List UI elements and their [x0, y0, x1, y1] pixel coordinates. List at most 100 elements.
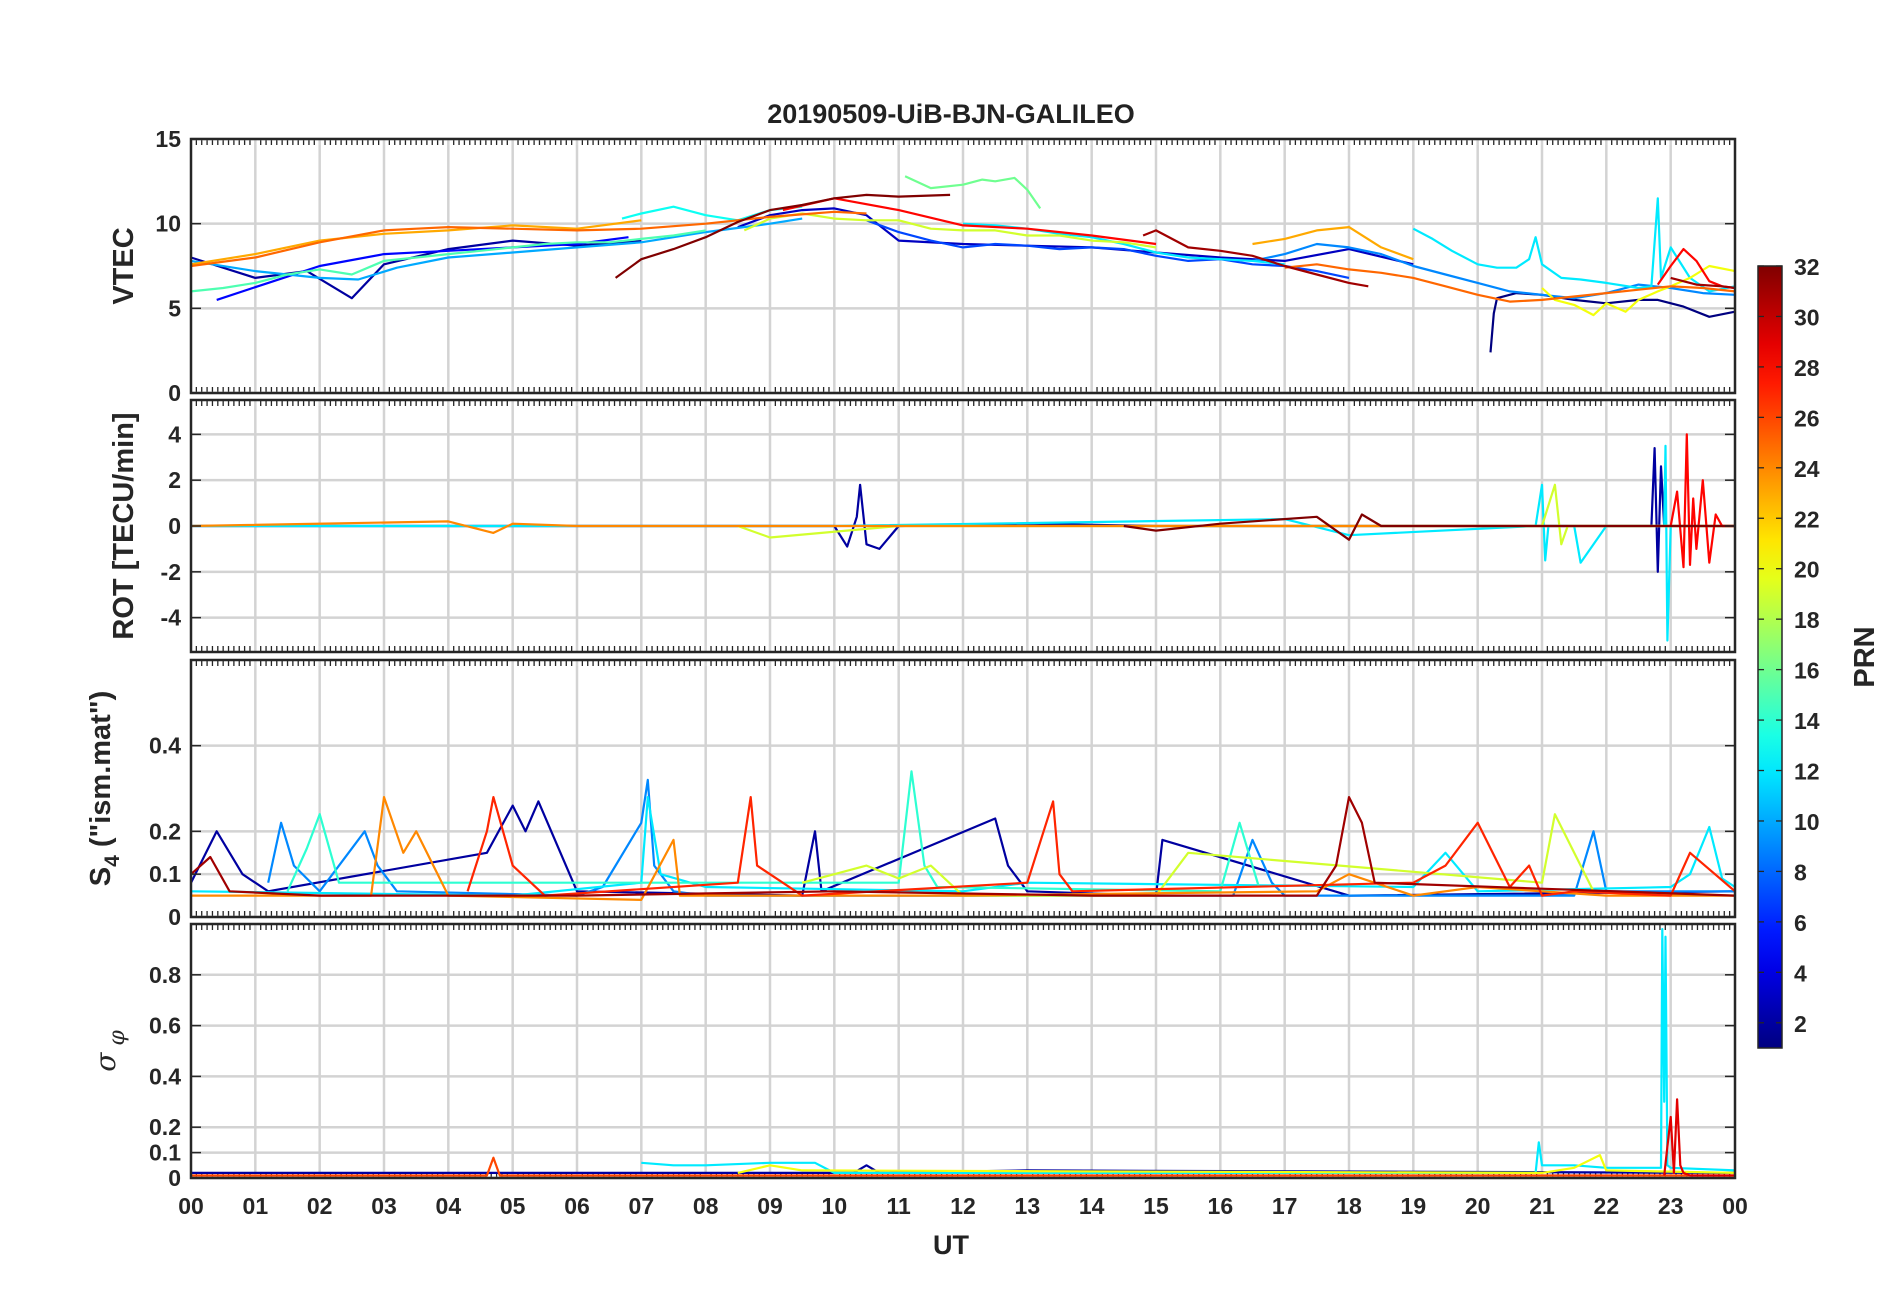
x-axis-label: UT	[933, 1230, 969, 1260]
x-tick-label: 04	[436, 1193, 462, 1219]
series-line-prn-20-2	[737, 1153, 1736, 1175]
y-tick-label: 0.4	[149, 733, 181, 759]
series-line-prn-31-22	[1670, 276, 1736, 290]
colorbar-label: PRN	[1849, 626, 1881, 687]
colorbar-tick-label: 6	[1794, 910, 1807, 936]
series-line-prn-27-6	[466, 795, 1736, 897]
colorbar-tick-label: 16	[1794, 658, 1820, 684]
x-tick-label: 06	[564, 1193, 590, 1219]
x-tick-label: 14	[1079, 1193, 1105, 1219]
colorbar-tick-label: 22	[1794, 506, 1820, 532]
panel-sigma_phi: 00.10.2 0.4 0.6 0.8 σ φ 00 01 02 03 04 05 06 07 08 09 1…	[89, 922, 1748, 1219]
series-line-prn-20-13	[1541, 264, 1736, 317]
x-tick-label: 07	[629, 1193, 655, 1219]
series-line-prn-23-15	[1252, 226, 1414, 261]
y-tick-label: 0.8	[149, 962, 181, 988]
series-line-prn-12-1	[641, 927, 1736, 1175]
colorbar-tick-label: 32	[1794, 254, 1820, 280]
series-line-prn-26-3	[191, 1156, 1735, 1177]
series-line-prn-5-1	[216, 236, 629, 301]
series-line-prn-32-5	[1123, 513, 1735, 541]
y-tick-label: 4	[168, 421, 181, 447]
x-tick-label: 10	[822, 1193, 848, 1219]
colorbar-tick-label: 18	[1794, 607, 1820, 633]
x-tick-label: 05	[500, 1193, 526, 1219]
series-line-prn-23-14	[190, 219, 642, 266]
x-tick-label: 16	[1208, 1193, 1234, 1219]
y-axis-ticks: 0 0.1 0.2 0.4	[149, 733, 1735, 930]
series-line-prn-16-11	[904, 175, 1042, 210]
colorbar-tick-label: 14	[1794, 708, 1820, 734]
colorbar-gradient	[1758, 266, 1782, 1048]
colorbar-tick-label: 10	[1794, 809, 1820, 835]
colorbar-tick-label: 8	[1794, 859, 1807, 885]
x-tick-label: 02	[307, 1193, 333, 1219]
y-tick-label: 0.6	[149, 1013, 181, 1039]
series-line-prn-31-21	[1142, 229, 1369, 288]
x-tick-label: 13	[1015, 1193, 1041, 1219]
y-axis-label: VTEC	[108, 227, 140, 304]
x-tick-label: 00	[1722, 1193, 1748, 1219]
series-line-prn-25-16	[190, 210, 867, 268]
plot-frame	[189, 922, 1737, 1180]
colorbar-tick-label: 30	[1794, 304, 1820, 330]
x-tick-label: 08	[693, 1193, 719, 1219]
y-axis-ticks: 0 5 10 15	[155, 126, 1735, 406]
y-tick-label: 0.1	[149, 861, 181, 887]
y-tick-label: 0.2	[149, 818, 181, 844]
colorbar-tick-label: 2	[1794, 1011, 1807, 1037]
x-tick-label: 19	[1401, 1193, 1427, 1219]
plot-frame	[189, 398, 1737, 654]
series-line-prn-28-4	[1669, 433, 1735, 569]
x-tick-label: 00	[178, 1193, 204, 1219]
y-axis-ticks: 00.10.2 0.4 0.6 0.8	[149, 962, 1735, 1191]
y-axis-label: σ φ	[89, 1030, 130, 1072]
x-tick-label: 12	[950, 1193, 976, 1219]
series-line-prn-29-4	[1663, 1098, 1735, 1177]
plot-frame	[189, 658, 1737, 919]
y-tick-label: 0	[168, 1165, 181, 1191]
y-tick-label: 5	[168, 295, 181, 321]
colorbar-frame	[1757, 265, 1783, 1049]
series-group	[190, 770, 1736, 902]
series-line-prn-12-8	[1412, 197, 1736, 293]
colorbar-tick-label: 28	[1794, 355, 1820, 381]
colorbar-tick-label: 20	[1794, 557, 1820, 583]
series-line-prn-31-7	[190, 795, 1736, 897]
x-tick-label: 03	[371, 1193, 397, 1219]
y-tick-label: 0.1	[149, 1140, 181, 1166]
series-line-prn-32-20	[614, 193, 951, 279]
series-line-prn-24-5	[191, 795, 1735, 902]
y-axis-label: S4 ("ism.mat")	[85, 691, 124, 887]
x-tick-label: 23	[1658, 1193, 1684, 1219]
y-tick-label: 0.2	[149, 1114, 181, 1140]
x-tick-label: 15	[1143, 1193, 1169, 1219]
panel-vtec: 0 5 10 15 VTEC	[108, 126, 1737, 406]
y-tick-label: 0	[168, 904, 181, 930]
x-tick-label: 22	[1594, 1193, 1620, 1219]
series-line-prn-7-3	[866, 219, 1350, 279]
series-line-prn-12-2	[190, 795, 1736, 897]
x-axis-ticks: 00 01 02 03 04 05 06 07 08 09 10 11 12 13 14 15 16 17 18 19…	[178, 1193, 1748, 1219]
panel-s4: 0 0.1 0.2 0.4 S4 ("ism.mat")	[85, 658, 1737, 930]
series-group	[190, 433, 1735, 642]
x-tick-label: 20	[1465, 1193, 1491, 1219]
series-line-prn-14-3	[286, 770, 1260, 893]
y-tick-label: 2	[168, 467, 181, 493]
y-tick-label: 0	[168, 380, 181, 406]
series-line-prn-2-0	[191, 447, 1735, 573]
series-line-prn-9-6	[1252, 242, 1736, 300]
chart-title: 20190509-UiB-BJN-GALILEO	[767, 99, 1135, 129]
y-axis-ticks: -4 -2 0 2 4	[161, 421, 1735, 631]
series-group	[191, 927, 1736, 1177]
series-group	[190, 175, 1736, 353]
colorbar-tick-label: 26	[1794, 405, 1820, 431]
colorbar-tick-label: 12	[1794, 759, 1820, 785]
series-line-prn-24-3	[190, 520, 1735, 535]
series-line-prn-10-5	[190, 217, 803, 281]
colorbar-tick-label: 4	[1794, 960, 1807, 986]
y-tick-label: 10	[155, 211, 181, 237]
